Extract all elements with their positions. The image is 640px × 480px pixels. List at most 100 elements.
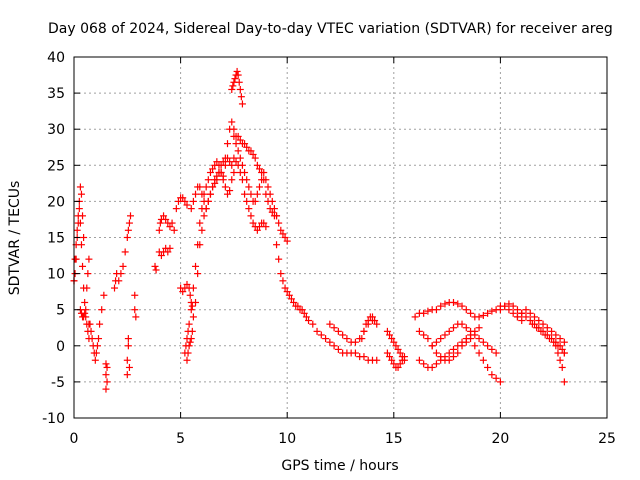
data-point <box>273 212 281 220</box>
data-point <box>526 309 534 317</box>
data-point <box>80 313 88 321</box>
data-point <box>509 309 517 317</box>
data-point <box>224 154 232 162</box>
data-point <box>279 277 287 285</box>
y-tick-label: -5 <box>51 375 65 391</box>
data-point <box>420 360 428 368</box>
data-point <box>548 327 556 335</box>
data-point <box>91 356 99 364</box>
data-point <box>253 161 261 169</box>
data-point <box>294 302 302 310</box>
data-point <box>198 226 206 234</box>
data-point <box>326 338 334 346</box>
data-point <box>236 169 244 177</box>
data-point <box>554 349 562 357</box>
data-point <box>253 226 261 234</box>
data-point <box>432 338 440 346</box>
data-point <box>86 320 94 328</box>
data-point <box>103 378 111 386</box>
data-point <box>388 335 396 343</box>
data-point <box>79 262 87 270</box>
data-point <box>518 317 526 325</box>
data-point <box>179 194 187 202</box>
data-point <box>449 298 457 306</box>
data-point <box>206 190 214 198</box>
data-point <box>102 385 110 393</box>
data-point <box>75 205 83 213</box>
data-point <box>317 331 325 339</box>
data-point <box>95 335 103 343</box>
data-point <box>351 338 359 346</box>
data-point <box>560 338 568 346</box>
data-point <box>221 183 229 191</box>
data-point <box>93 342 101 350</box>
data-point <box>211 176 219 184</box>
data-point <box>232 140 240 148</box>
data-point <box>479 311 487 319</box>
data-point <box>501 302 509 310</box>
data-point <box>253 190 261 198</box>
data-point <box>196 219 204 227</box>
data-point <box>102 371 110 379</box>
data-point <box>262 223 270 231</box>
data-point <box>522 306 530 314</box>
data-point <box>234 71 242 79</box>
data-point <box>390 338 398 346</box>
data-point <box>194 270 202 278</box>
data-point <box>228 85 236 93</box>
data-point <box>330 342 338 350</box>
y-axis-title: SDTVAR / TECUs <box>7 181 23 296</box>
data-point <box>162 215 170 223</box>
data-point <box>192 298 200 306</box>
data-point <box>202 205 210 213</box>
data-point <box>441 300 449 308</box>
data-point <box>237 93 245 101</box>
data-point <box>200 212 208 220</box>
data-point <box>467 309 475 317</box>
data-point <box>206 169 214 177</box>
data-point <box>400 353 408 361</box>
data-point <box>185 320 193 328</box>
data-point <box>170 226 178 234</box>
data-point <box>360 353 368 361</box>
data-point <box>131 306 139 314</box>
y-tick-label: 30 <box>47 122 65 138</box>
y-tick-label: 20 <box>47 194 65 210</box>
y-tick-label: 15 <box>47 231 65 247</box>
data-point <box>339 331 347 339</box>
data-point <box>550 338 558 346</box>
data-point <box>189 197 197 205</box>
x-tick-label: 15 <box>385 431 403 447</box>
data-point <box>432 349 440 357</box>
data-point <box>334 327 342 335</box>
data-point <box>74 219 82 227</box>
data-point <box>262 190 270 198</box>
data-point <box>449 345 457 353</box>
data-point <box>247 147 255 155</box>
data-point <box>258 169 266 177</box>
data-point <box>168 219 176 227</box>
data-point <box>462 338 470 346</box>
data-point <box>76 183 84 191</box>
data-point <box>224 190 232 198</box>
data-point <box>281 284 289 292</box>
data-point <box>181 197 189 205</box>
data-point <box>281 234 289 241</box>
data-point <box>556 335 564 343</box>
data-point <box>236 136 244 144</box>
data-point <box>518 309 526 317</box>
data-point <box>488 307 496 315</box>
x-tick-label: 0 <box>70 431 79 447</box>
data-point <box>185 342 193 350</box>
data-point <box>83 284 91 292</box>
data-point <box>398 356 406 364</box>
data-point <box>151 262 159 270</box>
data-point <box>266 205 274 213</box>
data-point <box>196 241 204 249</box>
data-point <box>131 291 139 299</box>
data-point <box>126 212 134 220</box>
data-point <box>234 147 242 155</box>
data-point <box>183 356 191 364</box>
data-point <box>513 306 521 314</box>
data-point <box>187 335 195 343</box>
